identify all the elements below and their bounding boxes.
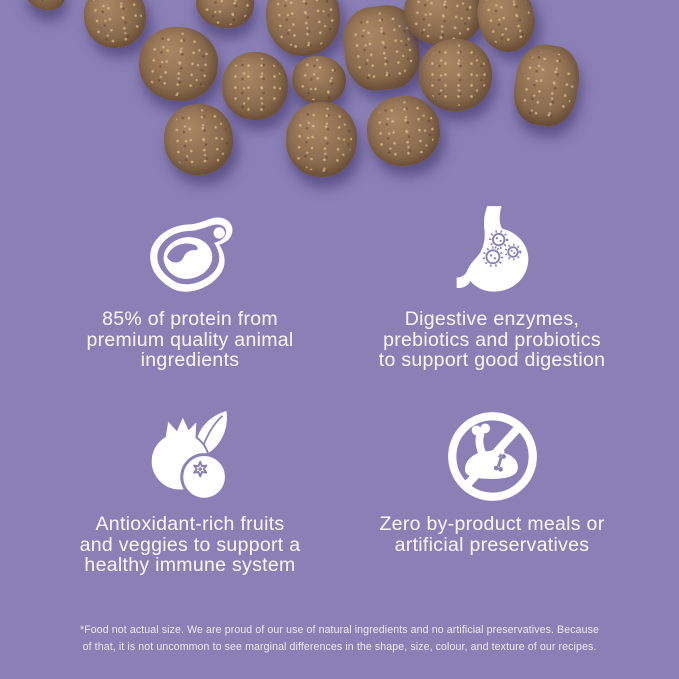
caption-line: Digestive enzymes, bbox=[404, 308, 580, 330]
caption-line: prebiotics and probiotics bbox=[383, 328, 601, 351]
footnote-line: of that, it is not uncommon to see margi… bbox=[82, 641, 597, 653]
feature-protein: 85% of protein from premium quality anim… bbox=[40, 200, 340, 371]
stomach-probiotics-icon bbox=[449, 200, 535, 300]
kibble-piece bbox=[509, 40, 584, 131]
footnote: *Food not actual size. We are proud of o… bbox=[0, 622, 679, 656]
kibble-piece bbox=[192, 0, 258, 33]
feature-digestion-caption: Digestive enzymes, prebiotics and probio… bbox=[379, 309, 606, 371]
caption-line: premium quality animal bbox=[86, 328, 294, 351]
caption-line: healthy immune system bbox=[84, 554, 296, 576]
caption-line: Antioxidant-rich fruits bbox=[95, 513, 285, 535]
feature-no-byproducts: Zero by-product meals or artificial pres… bbox=[342, 405, 642, 555]
caption-line: artificial preservatives bbox=[394, 533, 590, 556]
feature-protein-caption: 85% of protein from premium quality anim… bbox=[86, 309, 293, 371]
kibble-piece bbox=[339, 1, 424, 95]
fruits-veggies-icon bbox=[142, 405, 239, 505]
kibble-piece bbox=[161, 101, 236, 178]
caption-line: and veggies to support a bbox=[79, 533, 301, 556]
caption-line: ingredients bbox=[140, 349, 240, 371]
kibble-piece bbox=[287, 50, 351, 110]
kibble-piece bbox=[364, 92, 443, 170]
kibble-piece bbox=[135, 23, 222, 105]
kibble-piece bbox=[79, 0, 151, 53]
caption-line: 85% of protein from bbox=[102, 308, 278, 330]
steak-icon bbox=[141, 200, 239, 300]
feature-no-byproducts-caption: Zero by-product meals or artificial pres… bbox=[379, 514, 604, 555]
feature-antioxidants: Antioxidant-rich fruits and veggies to s… bbox=[40, 405, 340, 576]
footnote-line: *Food not actual size. We are proud of o… bbox=[79, 624, 599, 636]
kibble-piece bbox=[471, 0, 541, 58]
caption-line: to support good digestion bbox=[378, 349, 606, 371]
caption-line: Zero by-product meals or bbox=[379, 513, 605, 535]
kibble-piece bbox=[419, 39, 492, 111]
no-byproduct-icon bbox=[444, 405, 541, 505]
kibble-piece bbox=[284, 100, 359, 179]
feature-antioxidants-caption: Antioxidant-rich fruits and veggies to s… bbox=[80, 514, 301, 576]
kibble-piece bbox=[22, 0, 70, 15]
kibble-piece bbox=[262, 0, 344, 60]
kibble-piece bbox=[400, 0, 486, 50]
kibble-piece bbox=[222, 52, 288, 120]
feature-digestion: Digestive enzymes, prebiotics and probio… bbox=[342, 200, 642, 371]
